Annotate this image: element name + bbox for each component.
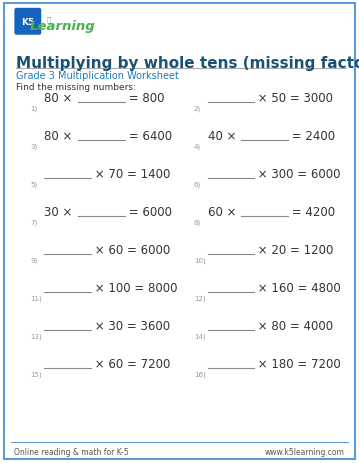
Text: 9): 9) [31,257,38,263]
Text: 3): 3) [31,143,38,150]
Text: 80 ×: 80 × [44,130,76,143]
Text: 30 ×: 30 × [44,206,76,219]
Text: 13): 13) [31,333,42,339]
Text: = 6400: = 6400 [125,130,172,143]
Text: × 70 = 1400: × 70 = 1400 [91,168,170,181]
Text: × 100 = 8000: × 100 = 8000 [91,282,177,294]
Text: 7): 7) [31,219,38,225]
Text: ⚾: ⚾ [46,16,51,23]
Text: Learning: Learning [30,20,96,33]
Text: 10): 10) [194,257,206,263]
Text: 1): 1) [31,105,38,112]
Text: 40 ×: 40 × [208,130,240,143]
Text: × 50 = 3000: × 50 = 3000 [254,92,333,105]
Text: = 4200: = 4200 [288,206,335,219]
FancyBboxPatch shape [4,4,355,459]
Text: 60 ×: 60 × [208,206,240,219]
Text: Find the missing numbers:: Find the missing numbers: [16,82,136,91]
Text: × 160 = 4800: × 160 = 4800 [254,282,341,294]
Text: 16): 16) [194,371,206,377]
Text: 11): 11) [31,295,42,301]
Text: = 800: = 800 [125,92,164,105]
Text: × 80 = 4000: × 80 = 4000 [254,319,333,332]
Text: 5): 5) [31,181,38,188]
Text: = 2400: = 2400 [288,130,335,143]
Text: 80 ×: 80 × [44,92,76,105]
Text: × 30 = 3600: × 30 = 3600 [91,319,170,332]
Text: × 180 = 7200: × 180 = 7200 [254,357,341,370]
Text: 8): 8) [194,219,201,225]
Text: = 6000: = 6000 [125,206,172,219]
Text: 2): 2) [194,105,201,112]
Text: K5: K5 [22,18,34,27]
FancyBboxPatch shape [14,9,41,36]
Text: 4): 4) [194,143,201,150]
Text: 15): 15) [31,371,42,377]
Text: × 300 = 6000: × 300 = 6000 [254,168,341,181]
Text: × 60 = 7200: × 60 = 7200 [91,357,170,370]
Text: 12): 12) [194,295,205,301]
Text: 14): 14) [194,333,205,339]
Text: × 20 = 1200: × 20 = 1200 [254,244,334,257]
Text: Grade 3 Multiplication Worksheet: Grade 3 Multiplication Worksheet [16,70,179,81]
Text: 6): 6) [194,181,201,188]
Text: Multiplying by whole tens (missing factor): Multiplying by whole tens (missing facto… [16,56,359,70]
Text: Online reading & math for K-5: Online reading & math for K-5 [14,447,129,456]
Text: www.k5learning.com: www.k5learning.com [265,447,345,456]
Text: × 60 = 6000: × 60 = 6000 [91,244,170,257]
